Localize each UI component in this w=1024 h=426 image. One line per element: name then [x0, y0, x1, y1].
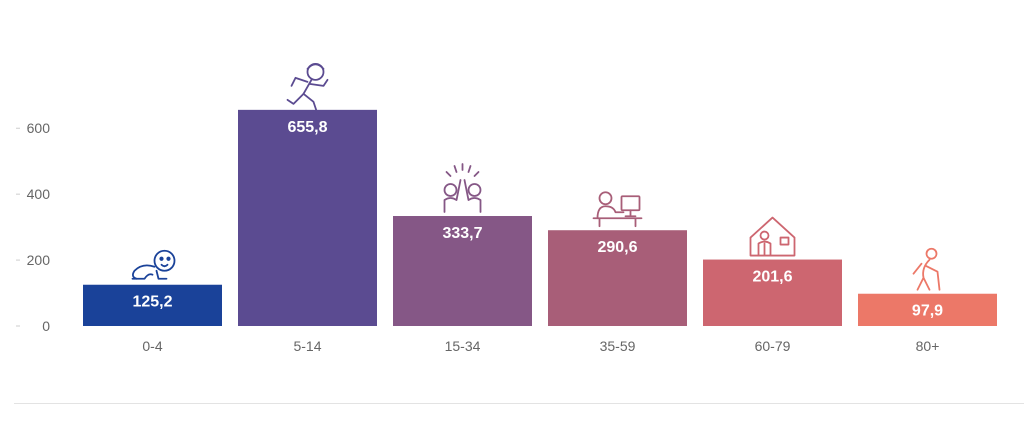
y-tick-label: 200 [27, 252, 51, 268]
x-tick-label: 35-59 [600, 338, 636, 354]
bottom-divider [14, 403, 1024, 404]
bar-value-label: 125,2 [132, 294, 172, 311]
x-tick-label: 15-34 [445, 338, 481, 354]
bar-35-59 [548, 230, 687, 326]
bar-60-79 [703, 259, 842, 326]
bar-80+ [858, 293, 997, 326]
bars-group [83, 109, 997, 326]
x-tick-label: 60-79 [755, 338, 791, 354]
bar-value-label: 290,6 [597, 239, 637, 256]
x-tick-label: 0-4 [142, 338, 162, 354]
y-tick-label: 0 [42, 318, 50, 334]
bar-labels-group: 125,2 655,8 333,7 290,6 201,6 97,9 [132, 119, 943, 320]
house-elder-icon [749, 216, 796, 257]
y-tick-label: 600 [27, 120, 51, 136]
crawling-baby-icon [131, 249, 176, 280]
bar-value-label: 655,8 [287, 119, 327, 136]
office-worker-icon [592, 191, 643, 228]
bar-0-4 [83, 284, 222, 326]
bar-5-14 [238, 109, 377, 326]
x-tick-label: 5-14 [293, 338, 321, 354]
high-five-icon [443, 163, 482, 213]
bar-15-34 [393, 216, 532, 326]
x-tick-label: 80+ [916, 338, 940, 354]
x-axis: 0-4 5-14 15-34 35-59 60-79 80+ [142, 338, 939, 354]
running-child-icon [286, 62, 329, 115]
icons-group [131, 62, 941, 291]
y-tick-label: 400 [27, 186, 51, 202]
elderly-cane-icon [912, 247, 941, 291]
y-axis: 0 200 400 600 [16, 120, 50, 334]
bar-value-label: 97,9 [912, 303, 943, 320]
bar-value-label: 201,6 [752, 269, 792, 286]
bar-value-label: 333,7 [442, 225, 482, 242]
